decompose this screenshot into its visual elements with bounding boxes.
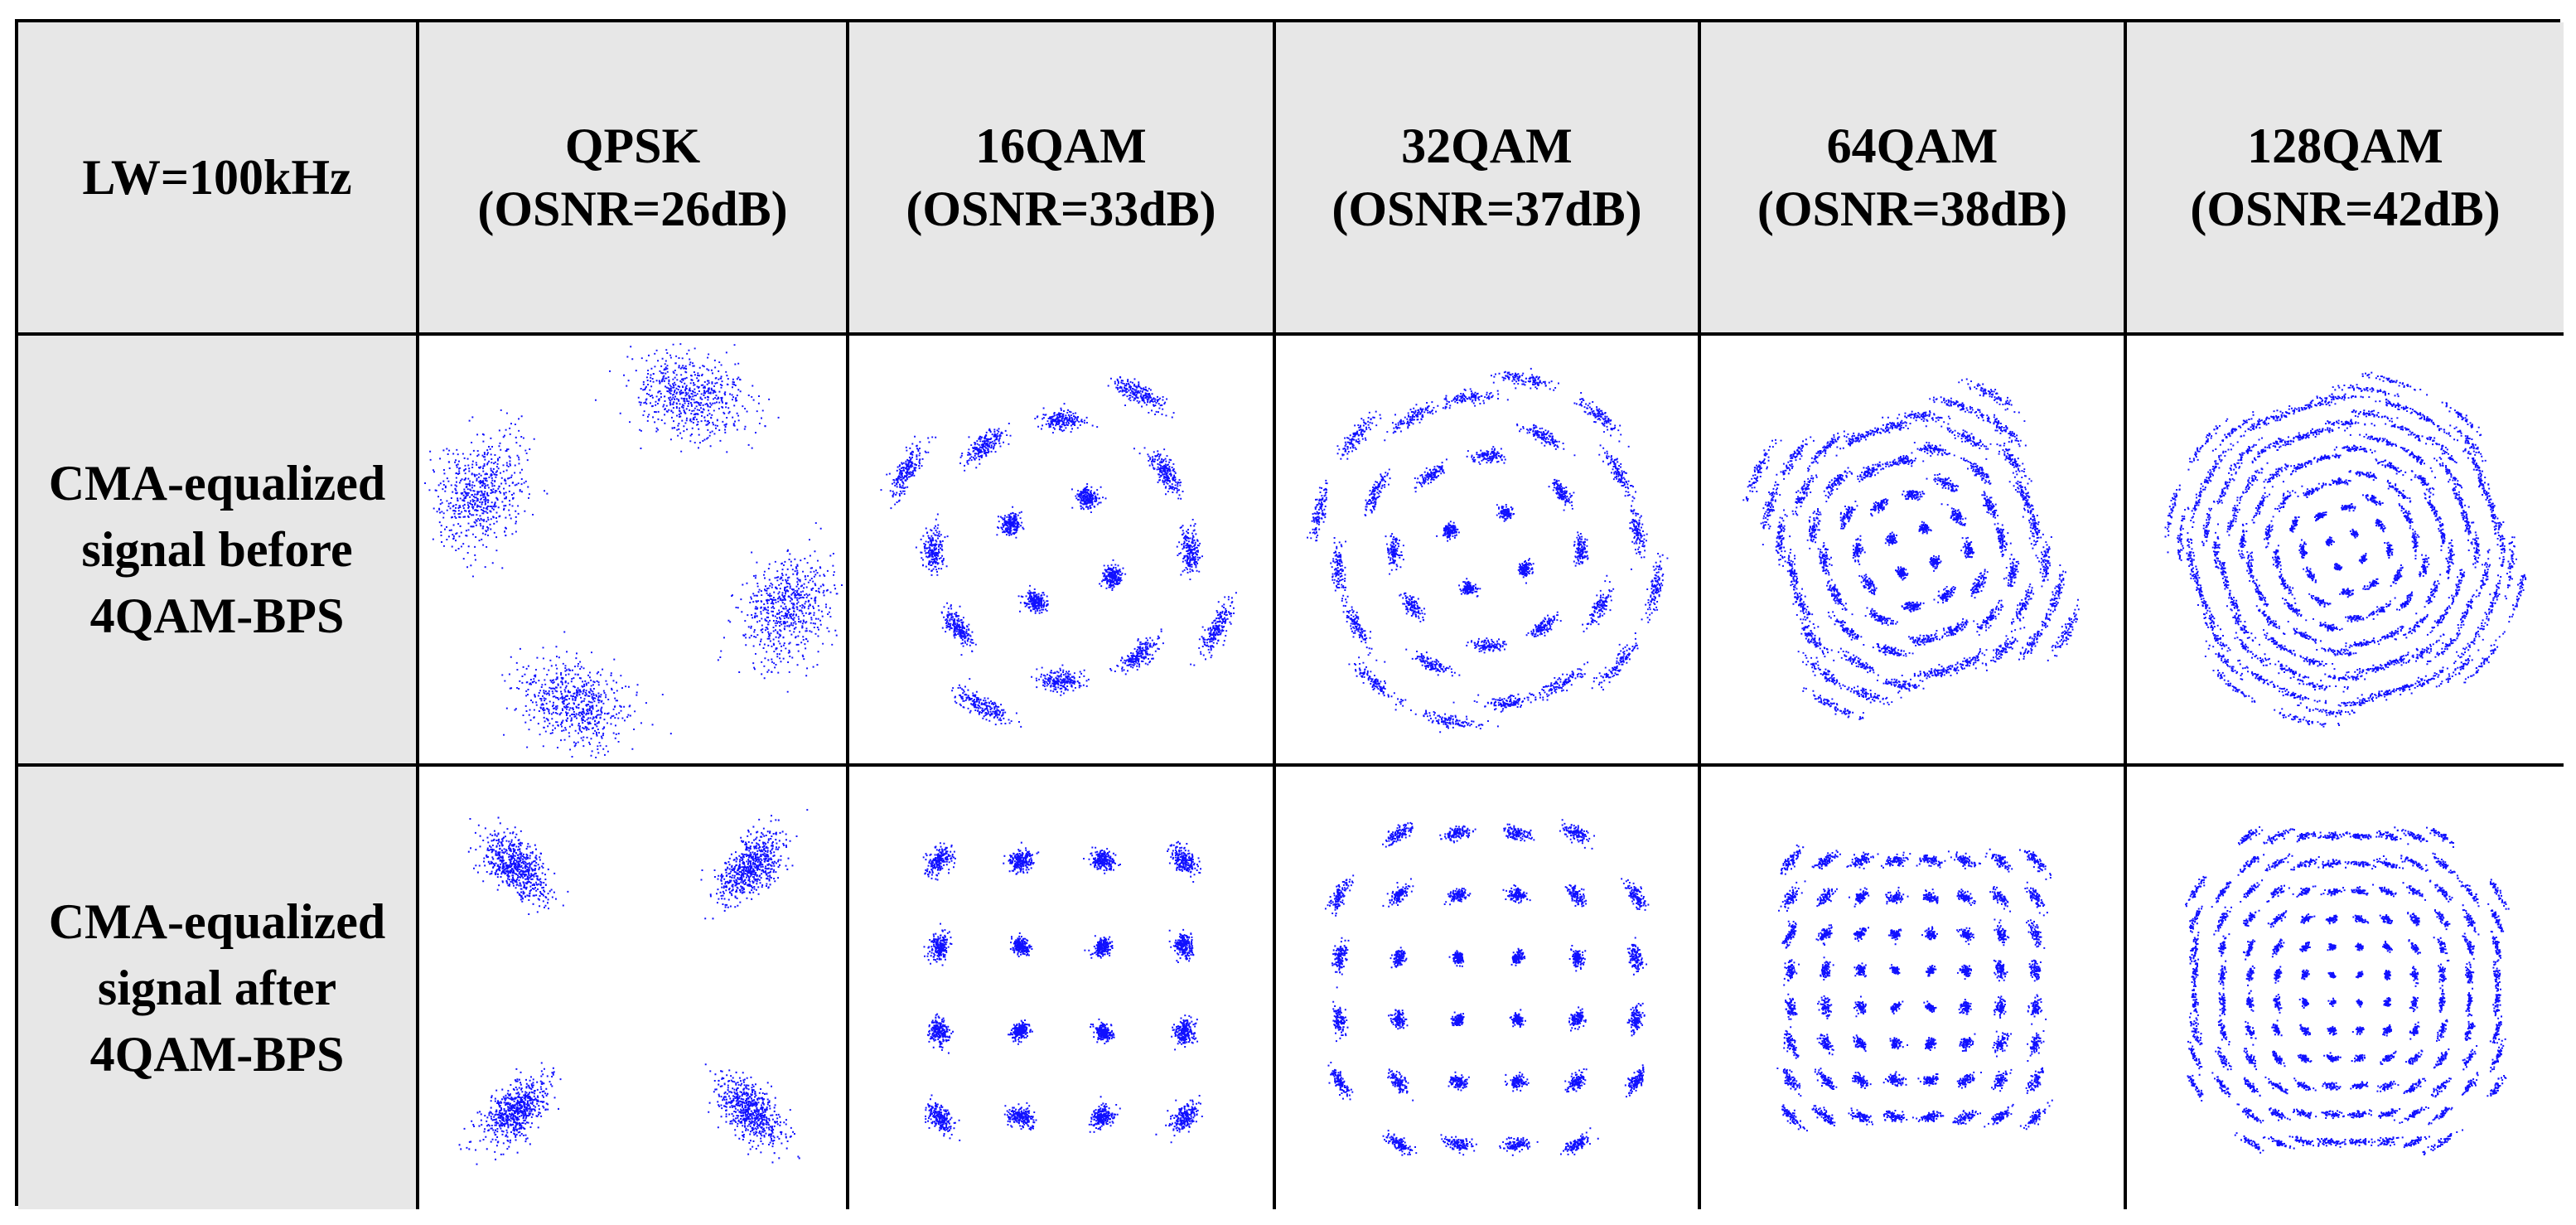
constellation-cell [1701,767,2127,1209]
constellation-plot [1307,367,1669,734]
row-label-after: CMA-equalized signal after 4QAM-BPS [18,767,419,1209]
constellation-cell [1276,336,1701,767]
constellation-cell [419,767,849,1209]
corner-cell: LW=100kHz [18,22,419,336]
point-cloud [1324,819,1650,1156]
column-osnr: (OSNR=33dB) [906,182,1216,236]
point-cloud [1776,844,2053,1132]
column-format: 128QAM [2247,119,2443,173]
constellation-cell [849,336,1276,767]
linewidth-label: LW=100kHz [82,150,352,205]
point-cloud [880,375,1237,728]
column-format: QPSK [564,119,701,173]
row-label-before: CMA-equalized signal before 4QAM-BPS [18,336,419,767]
constellation-plot [1776,844,2053,1132]
column-header-64qam: 64QAM (OSNR=38dB) [1701,22,2127,336]
column-osnr: (OSNR=37dB) [1331,182,1642,236]
constellation-plot [922,840,1203,1144]
constellation-table: LW=100kHz QPSK (OSNR=26dB) 16QAM (OSNR=3… [15,19,2564,1209]
constellation-plot [1324,819,1650,1156]
constellation-plot [458,809,809,1165]
constellation-plot [1742,378,2080,720]
point-cloud [922,840,1203,1144]
column-header-128qam: 128QAM (OSNR=42dB) [2127,22,2564,336]
constellation-cell [1701,336,2127,767]
constellation-cell [2127,336,2564,767]
column-format: 16QAM [975,119,1147,173]
constellation-cell [2127,767,2564,1209]
column-osnr: (OSNR=42dB) [2190,182,2501,236]
point-cloud [458,809,809,1165]
column-format: 32QAM [1401,119,1573,173]
constellation-plot [424,343,843,758]
point-cloud [1742,378,2080,720]
row-label-line: CMA-equalized [48,456,386,511]
row-label-line: 4QAM-BPS [89,1027,345,1082]
constellation-cell [419,336,849,767]
constellation-cell [849,767,1276,1209]
constellation-cell [1276,767,1701,1209]
row-label-line: signal before [81,522,353,577]
row-label-line: CMA-equalized [48,894,386,949]
column-osnr: (OSNR=26dB) [477,182,788,236]
column-header-32qam: 32QAM (OSNR=37dB) [1276,22,1701,336]
column-header-16qam: 16QAM (OSNR=33dB) [849,22,1276,336]
point-cloud [2164,371,2527,728]
point-cloud [2185,826,2510,1155]
point-cloud [424,343,843,758]
constellation-plot [2185,826,2510,1155]
column-format: 64QAM [1826,119,1998,173]
constellation-plot [2164,371,2527,728]
point-cloud [1307,367,1669,734]
row-label-line: signal after [97,961,337,1015]
column-header-qpsk: QPSK (OSNR=26dB) [419,22,849,336]
column-osnr: (OSNR=38dB) [1757,182,2068,236]
row-label-line: 4QAM-BPS [89,588,345,643]
constellation-plot [880,375,1237,728]
